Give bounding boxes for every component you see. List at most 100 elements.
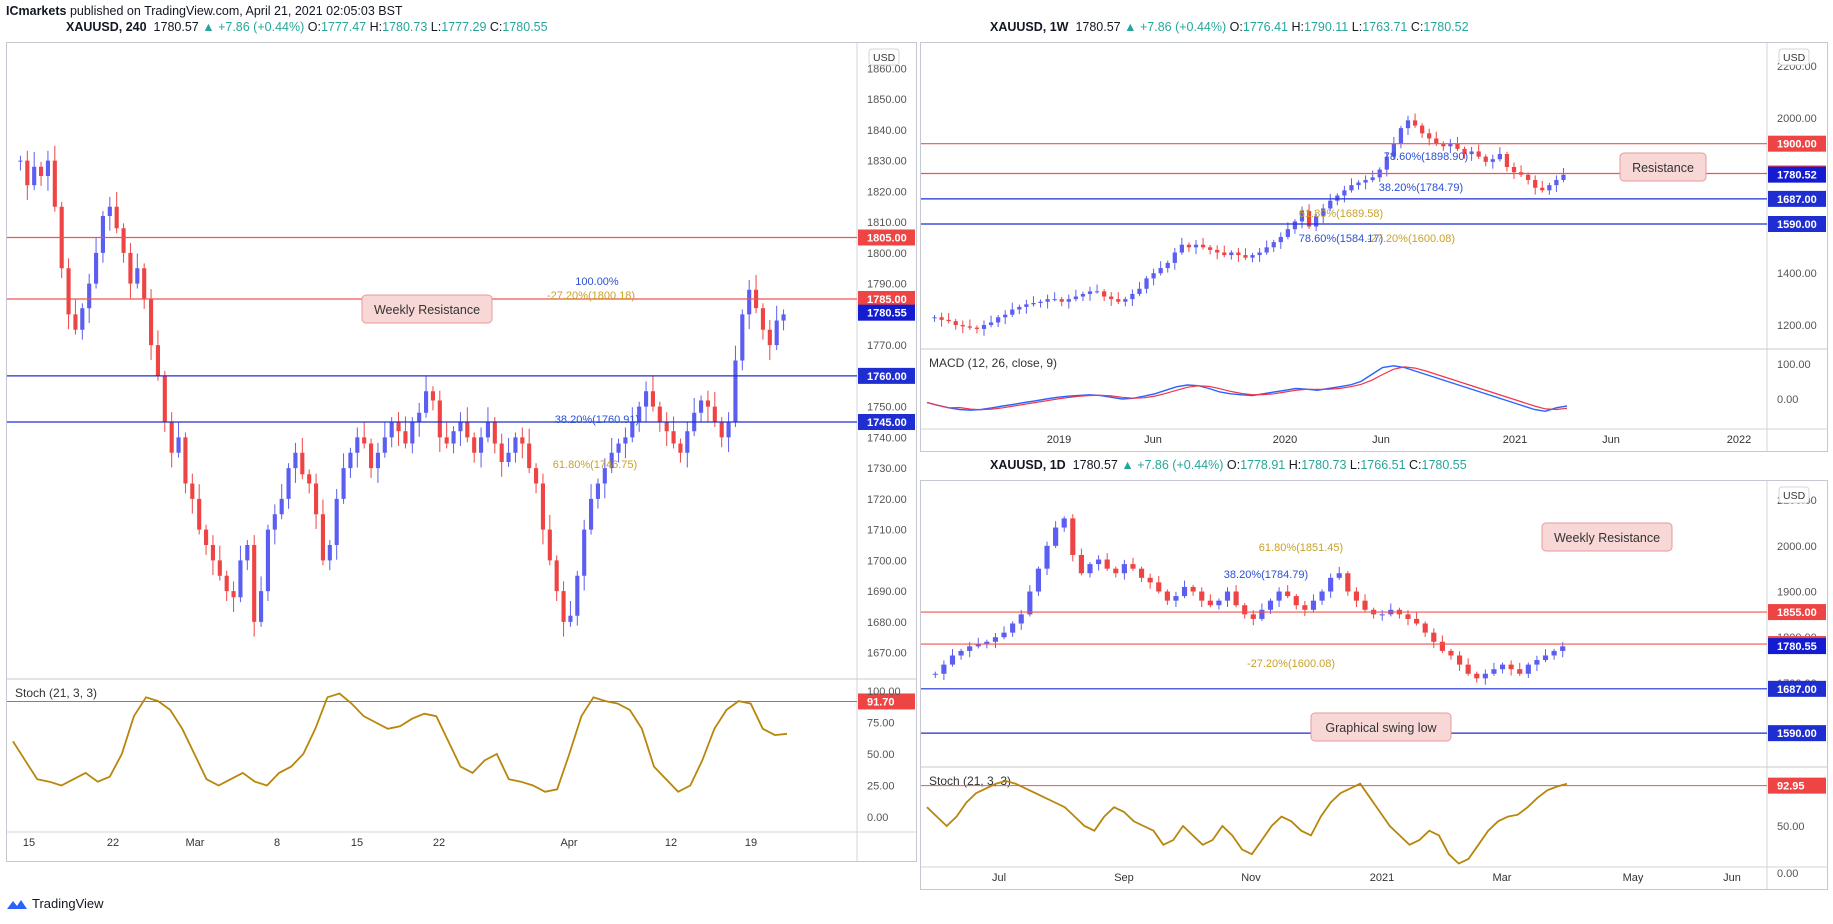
h4-candle-body	[224, 575, 229, 592]
h4-candle-body	[644, 391, 649, 407]
h4-y-tick-label: 1680.00	[867, 617, 907, 629]
w1-chart-panel[interactable]: 2200.002000.001800.001600.001400.001200.…	[920, 42, 1828, 452]
h4-candle-body	[382, 437, 387, 453]
w1-candle-body	[1236, 252, 1241, 256]
h4-candle-body	[355, 437, 360, 453]
h4-x-tick-label: 12	[665, 837, 677, 849]
d1-level-tag-box	[1768, 680, 1826, 697]
h4-ind-y-tick: 0.00	[867, 812, 888, 824]
w1-price: 1780.57	[1075, 20, 1121, 34]
h4-candle-body	[767, 329, 772, 346]
w1-macd-signal-line	[926, 366, 1568, 411]
h4-candle-body	[334, 498, 339, 545]
w1-candle-body	[1321, 208, 1326, 217]
h4-candle-body	[18, 160, 23, 162]
w1-candle-body	[1328, 200, 1333, 209]
d1-y-tick-label: 1900.00	[1777, 587, 1817, 599]
h4-price-tag: 1780.55	[867, 308, 907, 320]
w1-candle-body	[1271, 242, 1276, 248]
h4-candle-body	[726, 422, 731, 438]
d1-candle-body	[1353, 591, 1360, 601]
w1-candle-body	[1384, 156, 1389, 170]
h4-candle-body	[245, 545, 250, 561]
h4-candle-body	[66, 268, 71, 315]
d1-candle-body	[1224, 591, 1231, 601]
d1-candle-body	[1491, 669, 1497, 674]
d1-candle-body	[1474, 673, 1480, 679]
h4-high: 1780.73	[382, 20, 428, 34]
h4-y-tick-label: 1730.00	[867, 463, 907, 475]
d1-candle-body	[1061, 518, 1067, 528]
d1-candle-body	[1267, 600, 1274, 610]
h4-x-tick-label: 15	[23, 837, 35, 849]
h4-candle-body	[547, 529, 552, 561]
w1-candle-body	[1257, 252, 1262, 256]
d1-level-tag: 1855.00	[1777, 607, 1817, 619]
h4-y-tick-label: 1810.00	[867, 217, 907, 229]
w1-chart-svg[interactable]: 2200.002000.001800.001600.001400.001200.…	[921, 43, 1827, 451]
w1-candle-body	[1264, 247, 1269, 253]
h4-level-tag-box	[858, 291, 915, 307]
h4-y-tick-label: 1700.00	[867, 555, 907, 567]
h4-currency-badge: USD	[873, 52, 896, 64]
w1-up-arrow-icon: ▲	[1124, 20, 1137, 34]
h4-candle-body	[430, 391, 435, 401]
d1-level-tag: 1590.00	[1777, 728, 1817, 740]
w1-callout-label: Resistance	[1632, 161, 1694, 175]
w1-candle-body	[1540, 187, 1545, 191]
h4-candle-body	[650, 391, 655, 407]
h4-x-tick-label: Mar	[186, 837, 205, 849]
h4-y-tick-label: 1740.00	[867, 432, 907, 444]
h4-candle-body	[685, 431, 690, 453]
h4-y-tick-label: 1830.00	[867, 156, 907, 168]
h4-candle-body	[479, 437, 484, 453]
w1-candle-body	[1137, 288, 1142, 294]
h4-level-tag-box	[858, 229, 915, 246]
w1-candle-body	[1412, 120, 1418, 126]
d1-candle-body	[1207, 600, 1213, 606]
d1-candle-body	[1431, 632, 1437, 642]
h4-candle-body	[314, 483, 319, 515]
w1-candle-body	[1292, 221, 1298, 230]
w1-x-tick-label: 2022	[1727, 434, 1751, 446]
tradingview-footer[interactable]: TradingView	[6, 896, 104, 911]
h4-y-tick-label: 1850.00	[867, 94, 907, 106]
h4-y-tick-label: 1710.00	[867, 525, 907, 537]
d1-chart-panel[interactable]: 2100.002000.001900.001800.001700.00USDJu…	[920, 480, 1828, 890]
h4-change: +7.86 (+0.44%)	[218, 20, 305, 34]
h4-y-tick-label: 1690.00	[867, 586, 907, 598]
d1-x-tick-label: Sep	[1114, 872, 1134, 884]
d1-chart-svg[interactable]: 2100.002000.001900.001800.001700.00USDJu…	[921, 481, 1827, 889]
w1-candle-body	[1504, 154, 1510, 167]
d1-candle-body	[1499, 664, 1506, 670]
d1-callout-box	[1541, 522, 1673, 552]
d1-candle-body	[1190, 586, 1196, 592]
w1-candle-body	[1554, 179, 1559, 186]
d1-candle-body	[1551, 650, 1557, 656]
w1-fib-label: 78.60%(1584.17)	[1299, 233, 1383, 245]
d1-candle-body	[1456, 655, 1463, 665]
h4-candle-body	[149, 299, 154, 346]
w1-open: 1776.41	[1242, 20, 1289, 34]
h4-chart-svg[interactable]: 1860.00 1850.00 1840.00 1830.00 1820.00 1810.…	[7, 43, 916, 861]
w1-x-tick-label: 2021	[1503, 434, 1527, 446]
d1-callout-label: Weekly Resistance	[1554, 531, 1660, 545]
h4-candle-body	[492, 422, 497, 444]
d1-candle-body	[1233, 591, 1239, 606]
w1-level-tag: 1687.00	[1777, 194, 1817, 206]
w1-x-tick-label: 2020	[1273, 434, 1297, 446]
h4-candle-body	[561, 591, 566, 622]
h4-candle-body	[217, 560, 222, 576]
w1-candle-body	[1172, 252, 1177, 263]
w1-candle-body	[1144, 278, 1149, 289]
d1-candle-body	[1035, 568, 1042, 592]
d1-candle-body	[1508, 664, 1514, 670]
h4-candle-body	[142, 268, 147, 299]
w1-y-tick-label: 1400.00	[1777, 268, 1817, 280]
h4-chart-panel[interactable]: 1860.00 1850.00 1840.00 1830.00 1820.00 1810.…	[6, 42, 917, 862]
h4-candle-body	[286, 468, 291, 499]
d1-candle-body	[1302, 605, 1308, 610]
w1-y-tick-label: 2000.00	[1777, 113, 1817, 125]
w1-candle-body	[1080, 293, 1086, 297]
d1-candle-body	[1482, 673, 1488, 679]
